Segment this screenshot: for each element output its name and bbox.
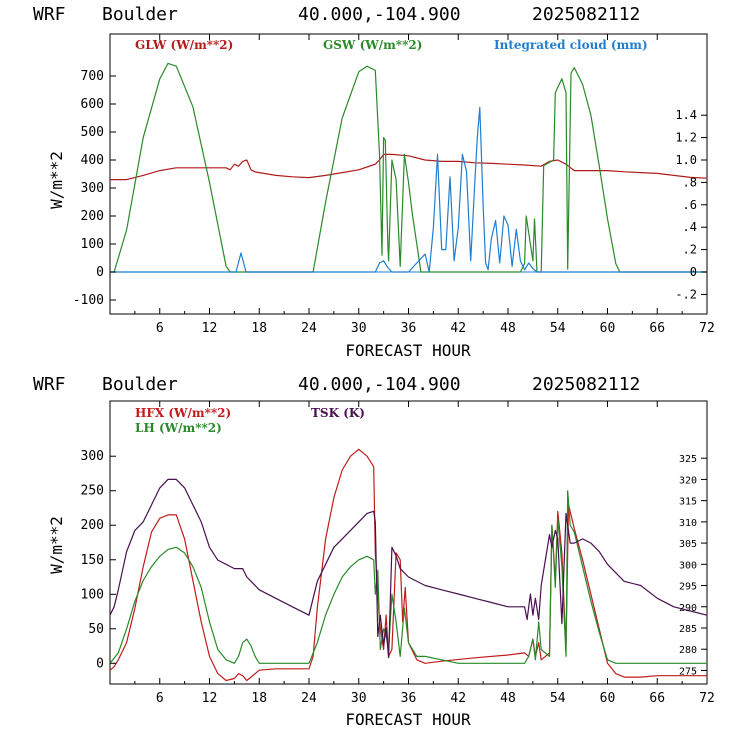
y2-tick-label: 315 [679, 497, 697, 508]
panel2-model: WRF [33, 374, 66, 395]
panel1-location: Boulder [102, 4, 178, 25]
y-tick-label: 700 [81, 69, 104, 84]
x-tick-label: 66 [649, 691, 665, 706]
y2-tick-label: .4 [683, 220, 697, 234]
panel2-x-ticks: 6 12 18 24 30 36 42 48 54 60 66 72 [134, 401, 715, 706]
x-tick-label: 18 [251, 321, 267, 336]
y2-tick-label: 310 [679, 518, 697, 529]
panel2-legend-lh: LH (W/m**2) [135, 421, 222, 435]
x-tick-label: 42 [450, 321, 466, 336]
y-tick-label: 250 [81, 484, 104, 499]
x-tick-label: 42 [450, 691, 466, 706]
y-tick-label: -100 [73, 293, 104, 308]
x-tick-label: 48 [500, 691, 516, 706]
x-tick-label: 54 [550, 321, 566, 336]
x-tick-label: 6 [156, 691, 164, 706]
y2-tick-label: 290 [679, 603, 697, 614]
y2-tick-label: 1.2 [675, 131, 697, 145]
x-tick-label: 12 [202, 321, 218, 336]
panel1-y-ticks: -100 0 100 200 300 400 500 600 700 [73, 69, 116, 308]
x-tick-label: 18 [251, 691, 267, 706]
x-tick-label: 36 [401, 321, 417, 336]
y2-tick-label: 305 [679, 539, 697, 550]
heat-flux-skin-temp-chart: 6 12 18 24 30 36 42 48 54 60 66 72 0 50 100 150 200 250 3… [47, 400, 715, 729]
x-tick-label: 24 [301, 321, 317, 336]
panel1-x-ticks: 6 12 18 24 30 36 42 48 54 60 66 72 [134, 34, 715, 336]
panel2-y2-ticks: 275 280 285 290 295 300 305 310 315 320 325 [679, 454, 707, 677]
panel1-legend-gsw: GSW (W/m**2) [323, 38, 422, 52]
y-tick-label: 500 [81, 125, 104, 140]
y-tick-label: 100 [81, 237, 104, 252]
series-line-0 [109, 448, 707, 682]
panel1-y-axis-label: W/m**2 [47, 151, 66, 209]
panel1-model: WRF [33, 4, 66, 25]
panel2-init-time: 2025082112 [532, 374, 640, 395]
x-tick-label: 36 [401, 691, 417, 706]
panel1-x-axis-label: FORECAST HOUR [345, 341, 471, 360]
y2-tick-label: 295 [679, 582, 697, 593]
y2-tick-label: 280 [679, 645, 697, 656]
panel2-legend-tsk: TSK (K) [311, 406, 365, 420]
y2-tick-label: 1.0 [675, 153, 697, 167]
x-tick-label: 66 [649, 321, 665, 336]
x-tick-label: 30 [351, 691, 367, 706]
panel1-legend-glw: GLW (W/m**2) [135, 38, 233, 52]
y-tick-label: 400 [81, 153, 104, 168]
y-tick-label: 0 [96, 265, 104, 280]
y2-tick-label: 275 [679, 666, 697, 677]
panel2-x-axis-label: FORECAST HOUR [345, 710, 471, 729]
series-line-2 [109, 478, 708, 659]
x-tick-label: 54 [550, 691, 566, 706]
series-line-1 [110, 62, 707, 273]
y-tick-label: 200 [81, 518, 104, 533]
panel2-y-ticks: 0 50 100 150 200 250 300 [81, 449, 116, 671]
y2-tick-label: 1.4 [675, 108, 697, 122]
x-tick-label: 72 [699, 691, 715, 706]
y2-tick-label: .8 [683, 175, 697, 189]
panel1-coords: 40.000,-104.900 [298, 4, 461, 25]
radiation-cloud-chart: 6 12 18 24 30 36 42 48 54 60 66 72 -100 0 100 200 300 40… [47, 33, 715, 360]
panel1-init-time: 2025082112 [532, 4, 640, 25]
series-line-0 [110, 153, 708, 181]
panel2-legend-hfx: HFX (W/m**2) [135, 406, 231, 420]
y2-tick-label: 0 [690, 265, 697, 279]
panel1-y2-ticks: -.2 0 .2 .4 .6 .8 1.0 1.2 1.4 [675, 108, 707, 301]
y2-tick-label: 320 [679, 475, 697, 486]
y-tick-label: 300 [81, 449, 104, 464]
x-tick-label: 60 [600, 321, 616, 336]
x-tick-label: 60 [600, 691, 616, 706]
y-tick-label: 200 [81, 209, 104, 224]
y2-tick-label: .2 [683, 243, 697, 257]
panel1-legend-cloud: Integrated cloud (mm) [494, 38, 648, 52]
x-tick-label: 24 [301, 691, 317, 706]
x-tick-label: 12 [202, 691, 218, 706]
y2-tick-label: 285 [679, 624, 697, 635]
x-tick-label: 30 [351, 321, 367, 336]
y-tick-label: 50 [88, 622, 104, 637]
panel2-coords: 40.000,-104.900 [298, 374, 461, 395]
x-tick-label: 48 [500, 321, 516, 336]
y2-tick-label: 300 [679, 560, 697, 571]
panel2-marks [109, 448, 708, 682]
y-tick-label: 150 [81, 553, 104, 568]
y2-tick-label: -.2 [675, 287, 697, 301]
series-line-2 [110, 106, 707, 273]
y2-tick-label: 325 [679, 454, 697, 465]
y-tick-label: 300 [81, 181, 104, 196]
panel2-y-axis-label: W/m**2 [47, 516, 66, 574]
y-tick-label: 0 [96, 656, 104, 671]
y-tick-label: 600 [81, 97, 104, 112]
x-tick-label: 6 [156, 321, 164, 336]
y2-tick-label: .6 [683, 198, 697, 212]
x-tick-label: 72 [699, 321, 715, 336]
panel2-location: Boulder [102, 374, 178, 395]
panel1-marks [110, 62, 708, 273]
y-tick-label: 100 [81, 587, 104, 602]
